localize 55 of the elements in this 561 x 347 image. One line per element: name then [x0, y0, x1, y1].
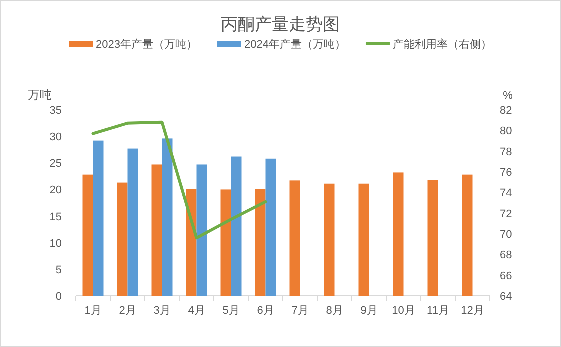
x-tick-label: 4月 — [188, 305, 206, 317]
bar — [428, 180, 438, 296]
y2-tick-label: 66 — [500, 270, 512, 282]
bar — [117, 182, 128, 296]
bar — [324, 184, 335, 296]
x-tick-label: 9月 — [360, 305, 378, 317]
line-series — [92, 120, 268, 240]
y2-axis-title: % — [503, 90, 514, 102]
bar — [393, 172, 404, 296]
legend-label: 2023年产量（万吨） — [96, 38, 198, 51]
bar — [231, 156, 242, 296]
x-tick-label: 2月 — [119, 305, 136, 317]
bar — [93, 140, 104, 296]
y-tick-label: 35 — [50, 105, 62, 117]
bar — [358, 184, 370, 296]
y2-tick-label: 78 — [500, 146, 512, 158]
bar — [152, 164, 162, 296]
y2-tick-label: 80 — [500, 126, 512, 138]
x-tick-label: 10月 — [392, 305, 416, 317]
y2-tick-label: 70 — [500, 229, 512, 241]
chart-title: 丙酮产量走势图 — [221, 15, 340, 34]
y2-tick-label: 72 — [500, 208, 512, 220]
x-tick-label: 1月 — [84, 305, 102, 317]
bar — [186, 189, 197, 296]
y2-tick-label: 82 — [500, 105, 512, 117]
bar — [82, 174, 94, 296]
y-tick-label: 25 — [50, 158, 62, 170]
y2-tick-label: 74 — [500, 188, 512, 200]
x-tick-label: 3月 — [154, 305, 171, 317]
y2-tick-label: 68 — [500, 250, 512, 262]
y-tick-label: 20 — [50, 184, 62, 197]
legend-label: 产能利用率（右侧） — [392, 38, 492, 51]
y-axis-title: 万吨 — [28, 88, 52, 102]
x-tick-label: 8月 — [326, 305, 344, 317]
bar — [196, 164, 208, 296]
y-tick-label: 10 — [50, 238, 62, 250]
y2-tick-label: 76 — [500, 167, 512, 179]
bar — [220, 190, 232, 296]
x-tick-label: 6月 — [257, 305, 274, 317]
y2-tick-label: 64 — [500, 291, 512, 303]
y-tick-label: 5 — [56, 264, 62, 276]
y-tick-label: 30 — [50, 132, 62, 144]
bar — [462, 174, 473, 296]
x-tick-label: 11月 — [427, 305, 450, 317]
y-tick-label: 15 — [50, 211, 62, 224]
y-tick-label: 0 — [56, 291, 62, 303]
bar — [162, 138, 173, 296]
bar — [290, 180, 300, 296]
legend-label: 2024年产量（万吨） — [244, 38, 346, 51]
x-tick-label: 12月 — [461, 305, 484, 317]
x-tick-label: 7月 — [292, 305, 309, 317]
bar — [128, 148, 138, 296]
bar — [266, 158, 276, 296]
x-tick-label: 5月 — [222, 305, 240, 317]
bar — [255, 189, 266, 296]
